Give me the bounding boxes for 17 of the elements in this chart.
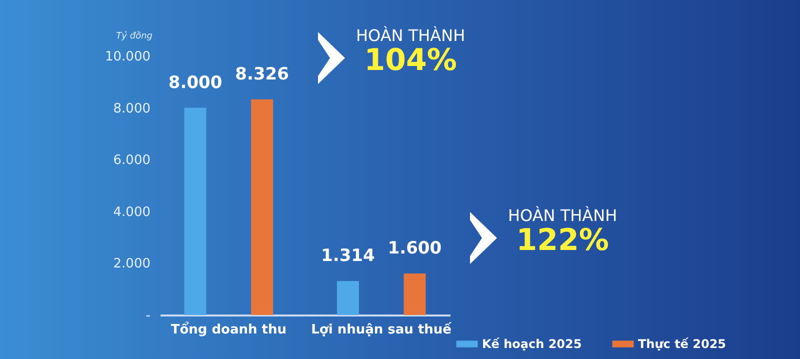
data-label: 8.000 bbox=[168, 72, 222, 93]
data-label: 1.314 bbox=[321, 246, 375, 266]
data-label: 1.600 bbox=[388, 238, 442, 259]
y-tick-label: - bbox=[146, 308, 151, 324]
y-tick-label: 8.000 bbox=[113, 101, 150, 116]
x-tick-label: Lợi nhuận sau thuế bbox=[311, 322, 452, 338]
y-axis-title: Tỷ đồng bbox=[116, 30, 153, 42]
y-tick-label: 6.000 bbox=[113, 153, 150, 168]
legend-label: Kế hoạch 2025 bbox=[482, 337, 582, 351]
y-tick-label: 10.000 bbox=[105, 50, 150, 64]
legend-label: Thực tế 2025 bbox=[638, 337, 726, 351]
y-tick-label: 2.000 bbox=[113, 256, 150, 272]
x-tick-label: Tổng doanh thu bbox=[170, 322, 287, 338]
y-tick-label: 4.000 bbox=[113, 204, 150, 220]
annotation: HOÀN THÀNH 104% bbox=[356, 26, 466, 78]
data-label: 8.326 bbox=[235, 64, 289, 84]
text: HOÀN THÀNH 122% bbox=[508, 206, 618, 258]
